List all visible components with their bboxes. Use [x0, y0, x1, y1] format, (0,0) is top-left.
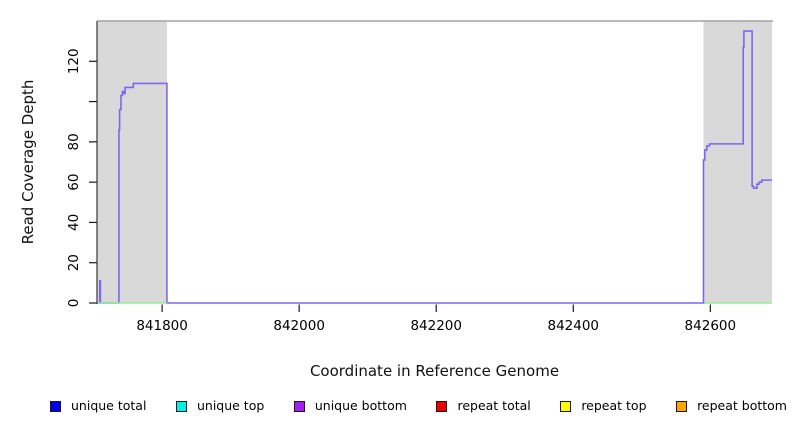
legend-label: repeat total — [457, 398, 531, 413]
coverage-line — [97, 30, 772, 304]
legend-swatch-icon — [676, 400, 688, 412]
legend-swatch-icon — [293, 400, 305, 412]
shaded-region — [97, 21, 167, 304]
y-tick-label: 0 — [66, 299, 82, 308]
legend-label: unique top — [196, 398, 265, 413]
x-tick-label: 842000 — [273, 318, 325, 334]
shaded-region — [703, 21, 772, 304]
legend-swatch-icon — [175, 400, 187, 412]
x-tick-label: 842400 — [547, 318, 599, 334]
legend-item: repeat total — [436, 398, 531, 413]
legend-item: unique top — [175, 398, 265, 413]
y-tick-label: 60 — [66, 174, 82, 191]
legend-item: unique total — [50, 399, 146, 413]
legend-item: repeat bottom — [676, 399, 787, 413]
x-tick-label: 841800 — [136, 318, 188, 334]
legend-label: repeat bottom — [697, 398, 787, 413]
x-tick-label: 842600 — [685, 318, 737, 334]
x-tick-label: 842200 — [410, 318, 462, 334]
legend-swatch-icon — [436, 400, 448, 412]
y-tick-label: 40 — [66, 214, 82, 231]
y-tick-label: 80 — [66, 133, 82, 150]
legend-item: repeat top — [560, 398, 647, 413]
y-tick-label: 20 — [66, 254, 82, 271]
legend-item: unique bottom — [293, 398, 407, 413]
legend-label: unique bottom — [314, 398, 407, 413]
legend-label: repeat top — [581, 398, 647, 413]
legend-label: unique total — [71, 398, 147, 413]
legend-swatch-icon — [560, 400, 572, 412]
x-axis-title: Coordinate in Reference Genome — [309, 362, 560, 380]
y-tick-label: 120 — [66, 48, 82, 74]
legend: unique total unique top unique bottom repea… — [50, 398, 787, 414]
y-axis-title: Read Coverage Depth — [19, 79, 37, 245]
legend-swatch-icon — [50, 400, 61, 412]
